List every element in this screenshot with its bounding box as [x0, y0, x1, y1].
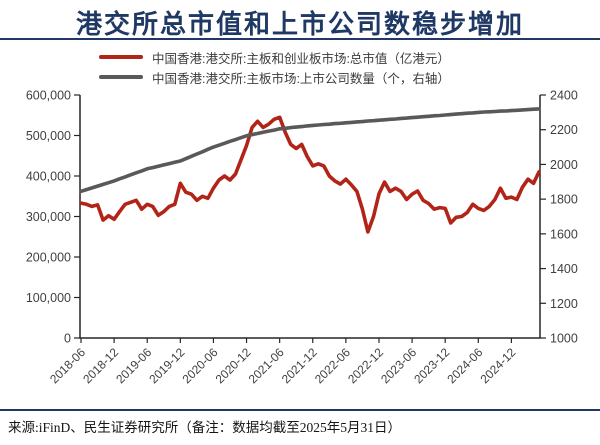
- x-axis-tick-label: 2019-06: [113, 345, 154, 386]
- x-axis-tick-label: 2018-12: [80, 345, 121, 386]
- listed-companies-line: [79, 107, 541, 194]
- legend: 中国香港:港交所:主板和创业板市场:总市值（亿港元） 中国香港:港交所:主板市场…: [99, 47, 450, 87]
- x-axis-tick-label: 2021-12: [279, 345, 320, 386]
- left-axis-tick-label: 600,000: [26, 89, 71, 103]
- listed-companies-legend-label: 中国香港:港交所:主板市场:上市公司数量（个，右轴）: [152, 71, 450, 86]
- chart-svg: 0 100,000 200,000 300,000 400,000 500,000 600,…: [26, 89, 578, 387]
- legend-item-listed-companies: 中国香港:港交所:主板市场:上市公司数量（个，右轴）: [99, 67, 450, 87]
- footer-divider: [0, 409, 600, 411]
- x-axis-tick-label: 2023-12: [411, 345, 452, 386]
- right-axis-tick-label: 1200: [550, 297, 578, 311]
- left-axis-tick-label: 200,000: [26, 251, 71, 265]
- right-axis-tick-label: 2400: [550, 89, 578, 103]
- chart-title: 港交所总市值和上市公司数稳步增加: [75, 9, 524, 39]
- source-note: 来源:iFinD、民生证券研究所（备注：数据均截至2025年5月31日）: [8, 420, 402, 435]
- x-axis-tick-label: 2022-06: [312, 345, 353, 386]
- right-axis-tick-label: 2000: [550, 158, 578, 172]
- left-axis-tick-label: 0: [64, 332, 71, 346]
- left-axis-tick-label: 500,000: [26, 129, 71, 143]
- x-axis-tick-label: 2024-12: [477, 345, 518, 386]
- x-axis-tick-label: 2019-12: [146, 345, 187, 386]
- x-axis-tick-label: 2018-06: [47, 345, 88, 386]
- x-axis-tick-label: 2020-06: [180, 345, 221, 386]
- legend-item-market-cap: 中国香港:港交所:主板和创业板市场:总市值（亿港元）: [99, 47, 450, 67]
- right-axis-tick-label: 1800: [550, 193, 578, 207]
- right-axis-tick-label: 1000: [550, 332, 578, 346]
- left-axis-tick-label: 300,000: [26, 210, 71, 224]
- left-axis-tick-label: 400,000: [26, 170, 71, 184]
- x-axis-tick-label: 2021-06: [246, 345, 287, 386]
- market-cap-line: [79, 115, 541, 234]
- market-cap-legend-label: 中国香港:港交所:主板和创业板市场:总市值（亿港元）: [152, 51, 450, 66]
- x-axis-tick-label: 2020-12: [213, 345, 254, 386]
- title-divider: [0, 38, 600, 40]
- right-axis-tick-label: 1400: [550, 262, 578, 276]
- x-axis-tick-label: 2023-06: [378, 345, 419, 386]
- market-cap-line-swatch: [99, 54, 143, 60]
- x-axis-tick-label: 2022-12: [345, 345, 386, 386]
- right-axis-tick-label: 2200: [550, 123, 578, 137]
- left-axis-tick-label: 100,000: [26, 291, 71, 305]
- listed-companies-line-swatch: [99, 74, 143, 80]
- right-axis-tick-label: 1600: [550, 227, 578, 241]
- x-axis-tick-label: 2024-06: [444, 345, 485, 386]
